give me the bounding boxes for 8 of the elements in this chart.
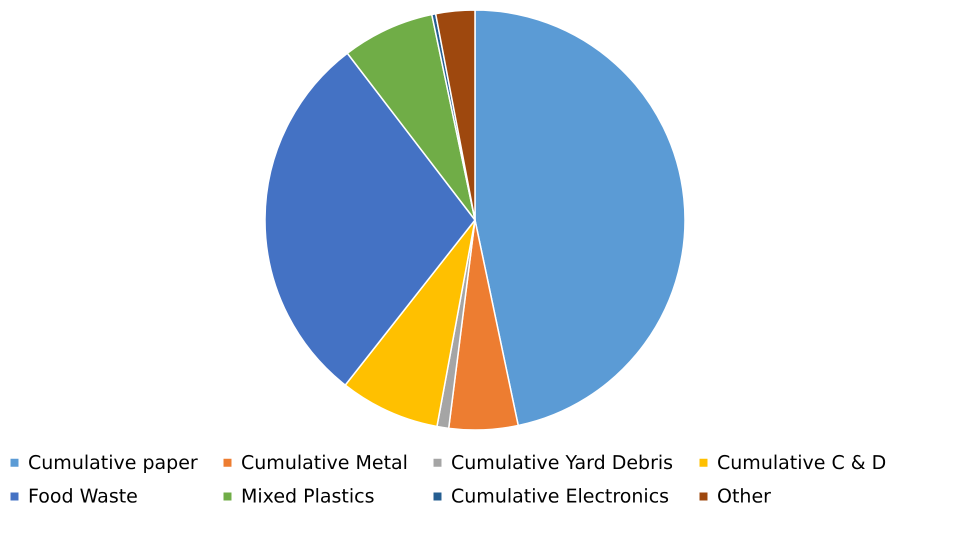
legend-label: Cumulative paper (28, 452, 198, 474)
legend-label: Cumulative Electronics (451, 486, 670, 508)
legend-label: Cumulative C & D (717, 452, 886, 474)
legend-label: Other (717, 486, 772, 508)
legend-label: Cumulative Metal (241, 452, 408, 474)
legend-label: Cumulative Yard Debris (451, 452, 674, 474)
legend-label: Food Waste (28, 486, 138, 508)
legend-label: Mixed Plastics (241, 486, 374, 508)
